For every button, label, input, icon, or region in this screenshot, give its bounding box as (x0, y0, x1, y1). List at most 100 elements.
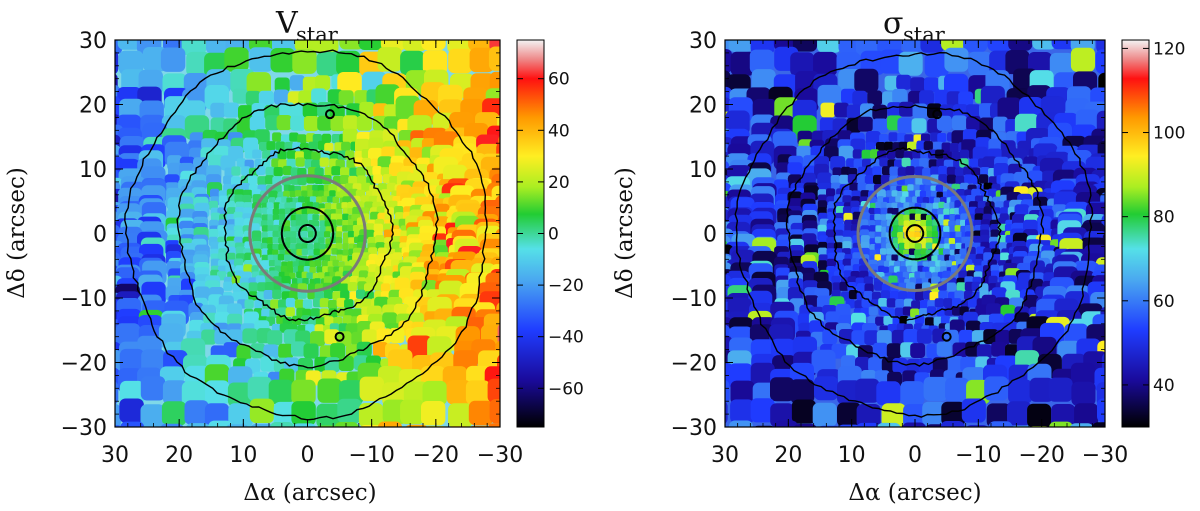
spatial-bin (902, 422, 926, 427)
spatial-bin (314, 167, 324, 177)
spatial-bin (728, 40, 753, 52)
spatial-bin (309, 261, 316, 268)
spatial-bin (930, 185, 937, 192)
spatial-bin (302, 299, 313, 309)
spatial-bin (903, 298, 914, 308)
spatial-bin (884, 141, 894, 151)
spatial-bin (227, 382, 253, 407)
spatial-bin (280, 134, 291, 144)
spatial-bin (240, 291, 250, 301)
spatial-bin (289, 272, 296, 280)
spatial-bin (272, 132, 282, 142)
spatial-bin (448, 48, 473, 74)
spatial-bin (448, 403, 473, 427)
spatial-bin (265, 166, 275, 177)
spatial-bin (930, 132, 940, 142)
spatial-bin (1074, 403, 1099, 427)
spatial-bin (899, 266, 906, 273)
spatial-bin (968, 298, 978, 308)
spatial-bin (290, 214, 298, 222)
spatial-bin (864, 283, 874, 293)
spatial-bin (849, 182, 859, 192)
spatial-bin (856, 422, 880, 427)
spatial-bin (263, 290, 273, 300)
spatial-bin (902, 40, 927, 52)
spatial-bin (303, 343, 319, 359)
spatial-bin (234, 217, 244, 227)
spatial-bin (347, 231, 355, 238)
spatial-bin (236, 118, 252, 134)
spatial-bin (902, 191, 909, 198)
isophote-contour (734, 51, 1094, 418)
spatial-bin (243, 264, 253, 274)
spatial-bin (837, 402, 862, 427)
spatial-bin (980, 167, 990, 177)
spatial-bin (902, 306, 912, 316)
spatial-bin (951, 151, 961, 161)
spatial-bin (886, 343, 902, 359)
spatial-bin (318, 237, 325, 244)
spatial-bin (886, 248, 893, 255)
spatial-bin (362, 298, 372, 308)
spatial-bin (889, 166, 899, 176)
spatial-bin (908, 242, 916, 250)
spatial-bin (210, 258, 221, 268)
spatial-bin (1092, 422, 1105, 427)
spatial-bin (1008, 40, 1033, 51)
y-tick-label: 0 (703, 223, 717, 248)
spatial-bin (931, 276, 941, 286)
spatial-bin (910, 343, 926, 358)
spatial-bin (273, 167, 283, 177)
spatial-bin (920, 300, 930, 310)
spatial-bin (895, 196, 902, 203)
spatial-bin (949, 225, 956, 232)
spatial-bin (208, 420, 233, 427)
velocity-map (115, 40, 500, 427)
spatial-bin (308, 249, 315, 256)
spatial-bin (914, 166, 925, 176)
spatial-bin (201, 329, 217, 345)
spatial-bin (928, 149, 938, 159)
spatial-bin (264, 282, 275, 292)
spatial-bin (312, 220, 320, 228)
spatial-bin (900, 196, 907, 203)
spatial-bin (868, 207, 875, 215)
spatial-bin (372, 166, 382, 176)
spatial-bin (324, 231, 331, 238)
spatial-bin (887, 102, 903, 117)
spatial-bin (297, 278, 304, 285)
spatial-bin (272, 208, 280, 215)
spatial-bin (826, 258, 836, 268)
spatial-bin (987, 188, 997, 198)
spatial-bin (281, 196, 288, 203)
spatial-bin (933, 141, 943, 151)
spatial-bin (373, 223, 383, 233)
isophote-contours (124, 49, 488, 421)
spatial-bin (303, 266, 311, 273)
spatial-bin (868, 231, 876, 238)
spatial-bin (1032, 40, 1057, 50)
spatial-bin (952, 306, 962, 316)
spatial-bin (809, 320, 825, 336)
spatial-bin (307, 190, 314, 197)
spatial-bin (328, 308, 338, 318)
spatial-bin (249, 398, 275, 423)
spatial-bin (318, 203, 325, 210)
spatial-bin (891, 230, 898, 238)
spatial-bin (384, 104, 400, 120)
spatial-bin (340, 290, 350, 300)
spatial-bin (342, 255, 349, 262)
spatial-bin (301, 214, 308, 221)
spatial-bin (888, 275, 898, 285)
spatial-bin (421, 401, 446, 426)
spatial-bin (855, 378, 880, 403)
spatial-bin (892, 88, 908, 104)
spatial-bin (285, 237, 292, 244)
spatial-bin (267, 330, 283, 346)
spatial-bin (286, 158, 296, 169)
reference-circle (248, 174, 367, 293)
spatial-bin (376, 328, 392, 344)
spatial-bin (115, 381, 119, 405)
spatial-bin (941, 401, 966, 426)
spatial-bin (220, 155, 236, 171)
